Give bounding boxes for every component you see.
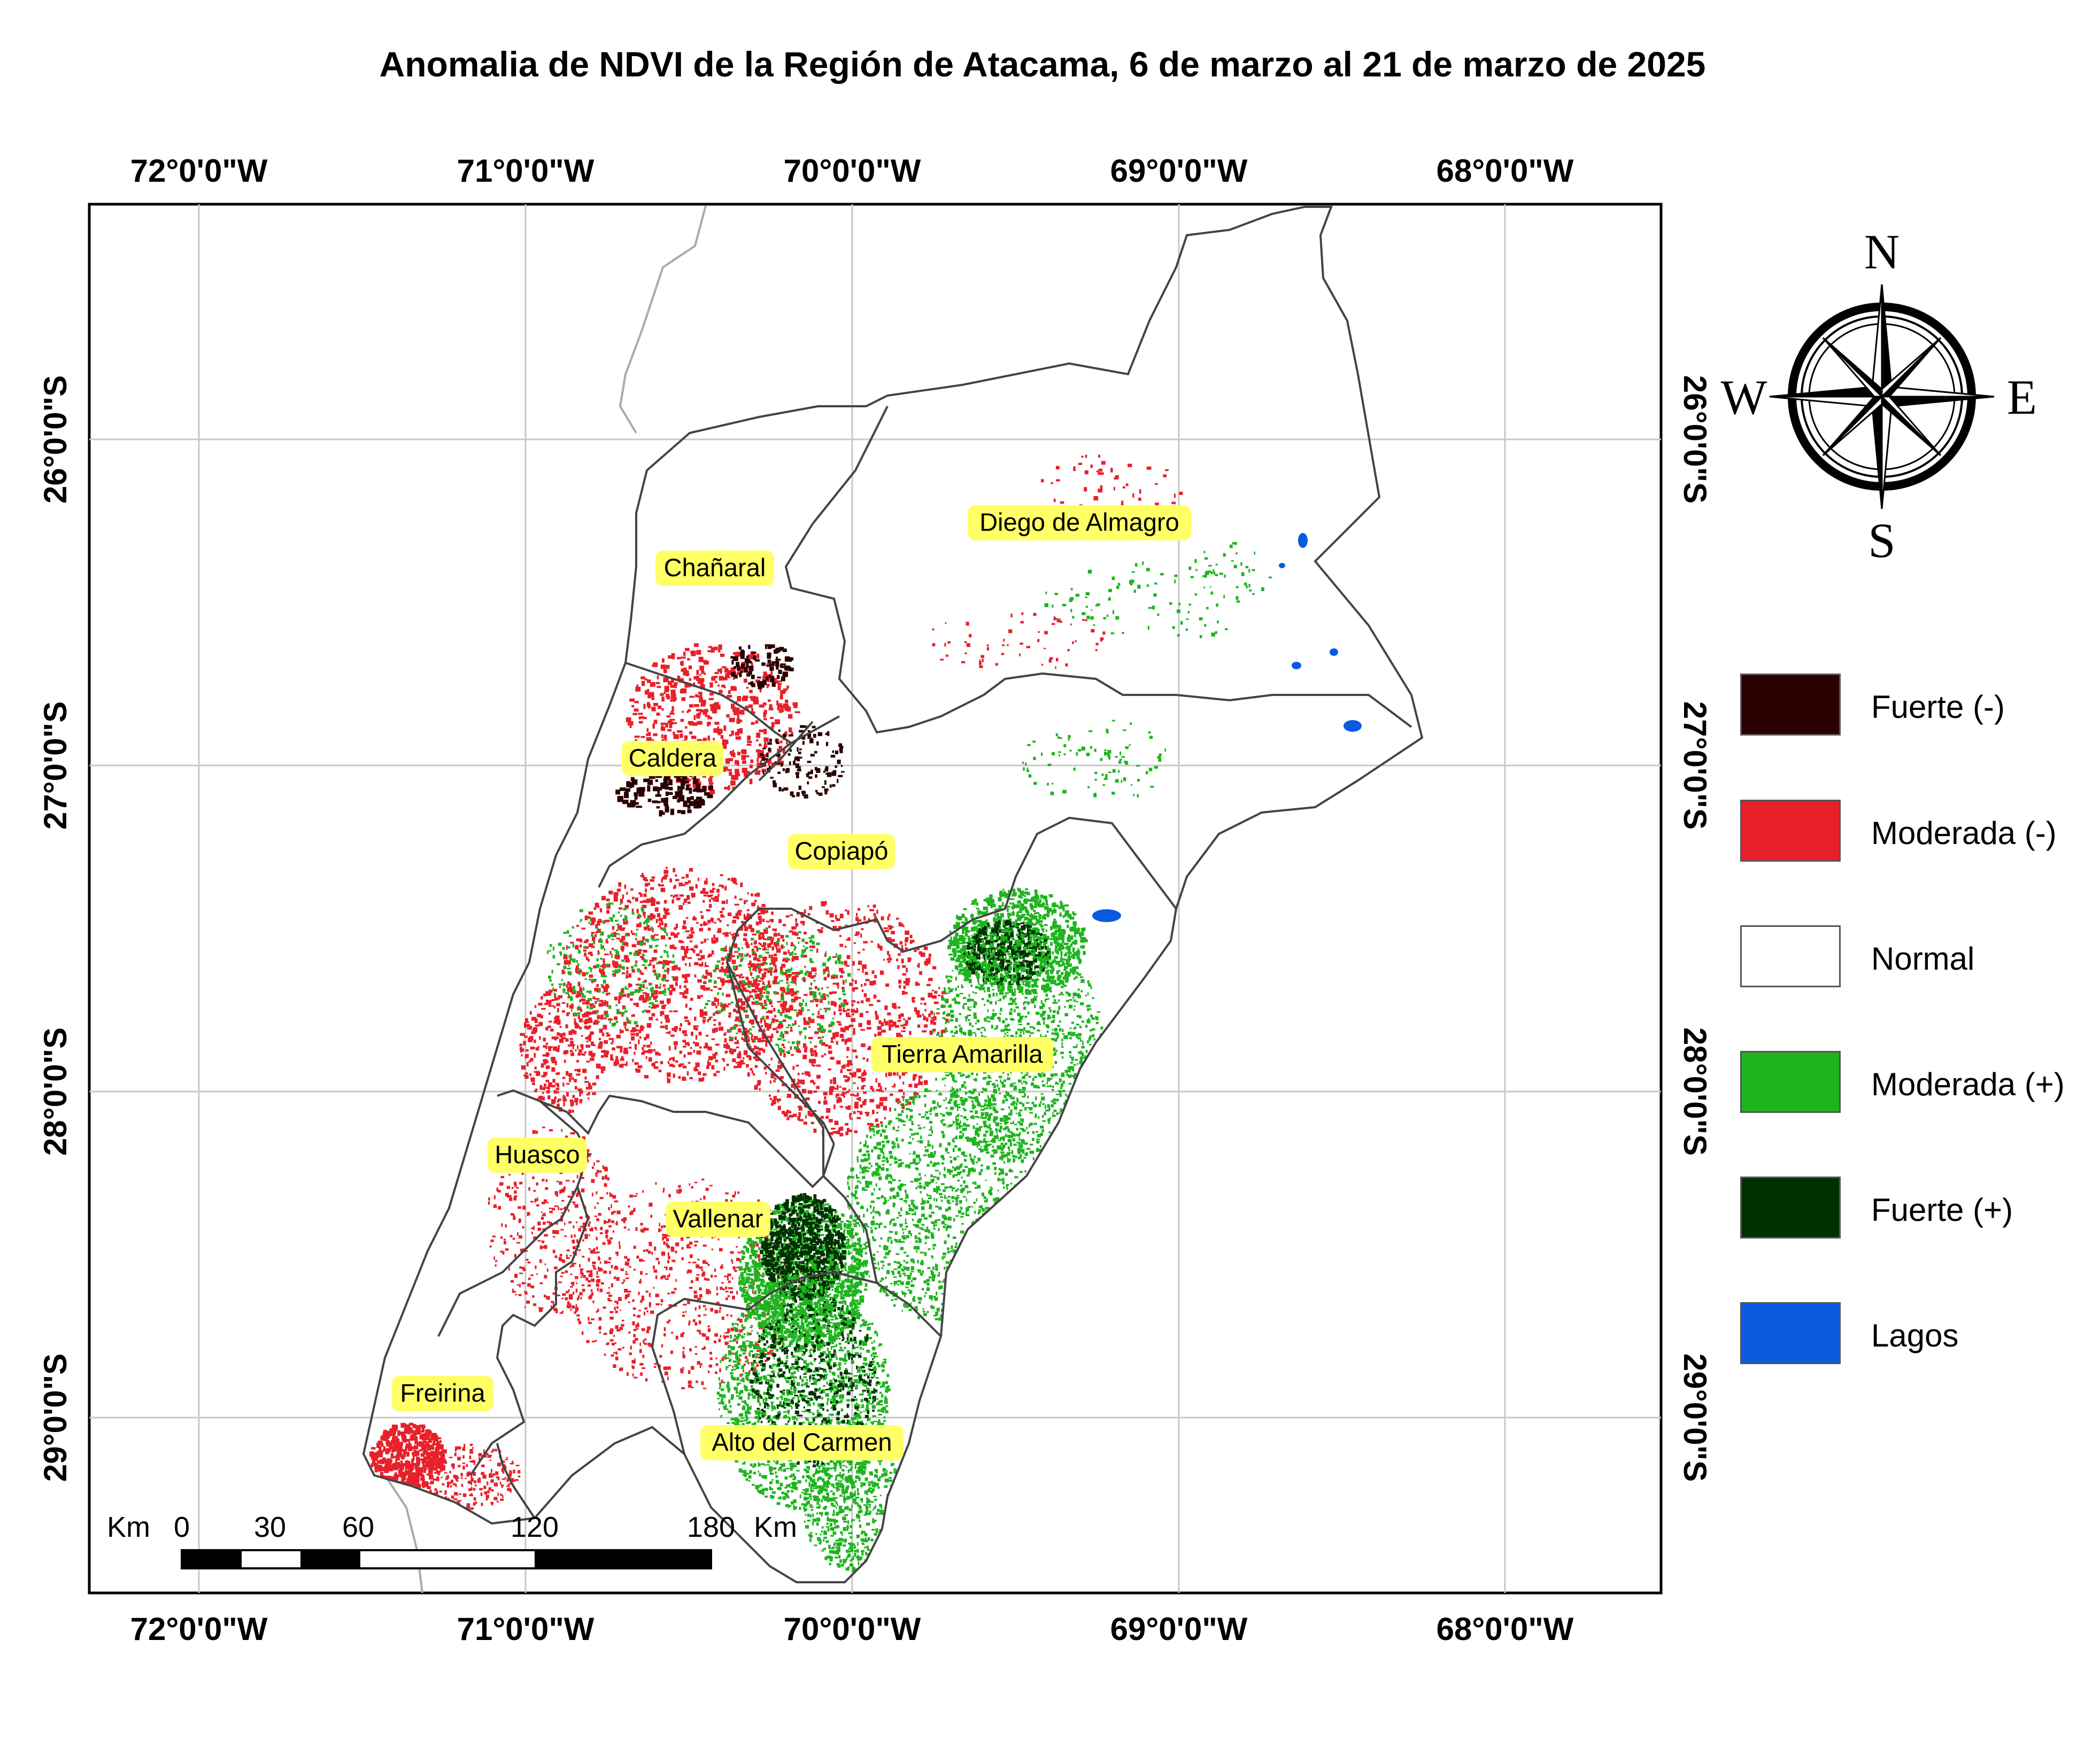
lake-5 [1092,909,1121,922]
commune-labels: Diego de Almagro Chañaral Caldera Copiap… [392,505,1191,1460]
legend-label: Lagos [1871,1318,1959,1353]
label-tierra-amarilla: Tierra Amarilla [871,1037,1053,1072]
lake-2 [1292,662,1301,669]
scale-tick-180: 180 [687,1511,735,1543]
lake-1 [1298,533,1308,548]
legend-swatch [1740,1177,1841,1239]
scale-tick-120: 120 [511,1511,559,1543]
lake-4 [1343,720,1362,732]
legend-label: Fuerte (+) [1871,1192,2013,1228]
lake-6 [1279,563,1285,568]
legend-swatch [1740,674,1841,736]
lake-3 [1330,648,1338,656]
legend-swatch [1740,800,1841,862]
map-frame [88,203,1663,1595]
commune-boundaries [437,406,1412,1519]
compass-rose-icon: N S E W [1721,225,2037,568]
label-diego-de-almagro: Diego de Almagro [968,505,1191,540]
label-chanaral: Chañaral [655,551,774,586]
legend-label: Moderada (-) [1871,815,2057,851]
legend-swatch [1740,1051,1841,1113]
legend-label: Normal [1871,941,1975,977]
compass-n: N [1864,225,1899,279]
legend-swatch [1740,925,1841,987]
scale-tick-0: 0 [174,1511,190,1543]
map-title: Anomalia de NDVI de la Región de Atacama… [379,44,1706,84]
scale-tick-30: 30 [254,1511,286,1543]
label-copiapo: Copiapó [788,834,895,869]
scale-bar: Km 0 30 60 120 180 Km [107,1511,797,1569]
legend-label: Moderada (+) [1871,1066,2065,1102]
label-freirina: Freirina [392,1376,493,1411]
compass-s: S [1868,513,1895,568]
label-vallenar: Vallenar [666,1202,770,1237]
lon-labels-bottom: 72°0'0"W 71°0'0"W 70°0'0"W 69°0'0"W 68°0… [130,1611,1574,1647]
label-alto-del-carmen: Alto del Carmen [700,1425,904,1460]
graticule [89,204,1661,1593]
legend-label: Fuerte (-) [1871,689,2005,725]
lakes [1092,533,1362,922]
scale-unit-left: Km [107,1511,150,1543]
compass-e: E [2007,370,2037,424]
legend-swatch [1740,1302,1841,1364]
label-caldera: Caldera [622,741,723,776]
lat-labels-right: 26°0'0"S 27°0'0"S 28°0'0"S 29°0'0"S [1677,375,1713,1482]
lat-labels-left: 26°0'0"S 27°0'0"S 28°0'0"S 29°0'0"S [37,375,73,1482]
compass-w: W [1721,370,1767,424]
lon-labels-top: 72°0'0"W 71°0'0"W 70°0'0"W 69°0'0"W 68°0… [130,153,1574,189]
scale-tick-60: 60 [342,1511,374,1543]
label-huasco: Huasco [488,1138,587,1173]
neighbour-boundary [384,205,707,1593]
scale-unit-right: Km [754,1511,797,1543]
